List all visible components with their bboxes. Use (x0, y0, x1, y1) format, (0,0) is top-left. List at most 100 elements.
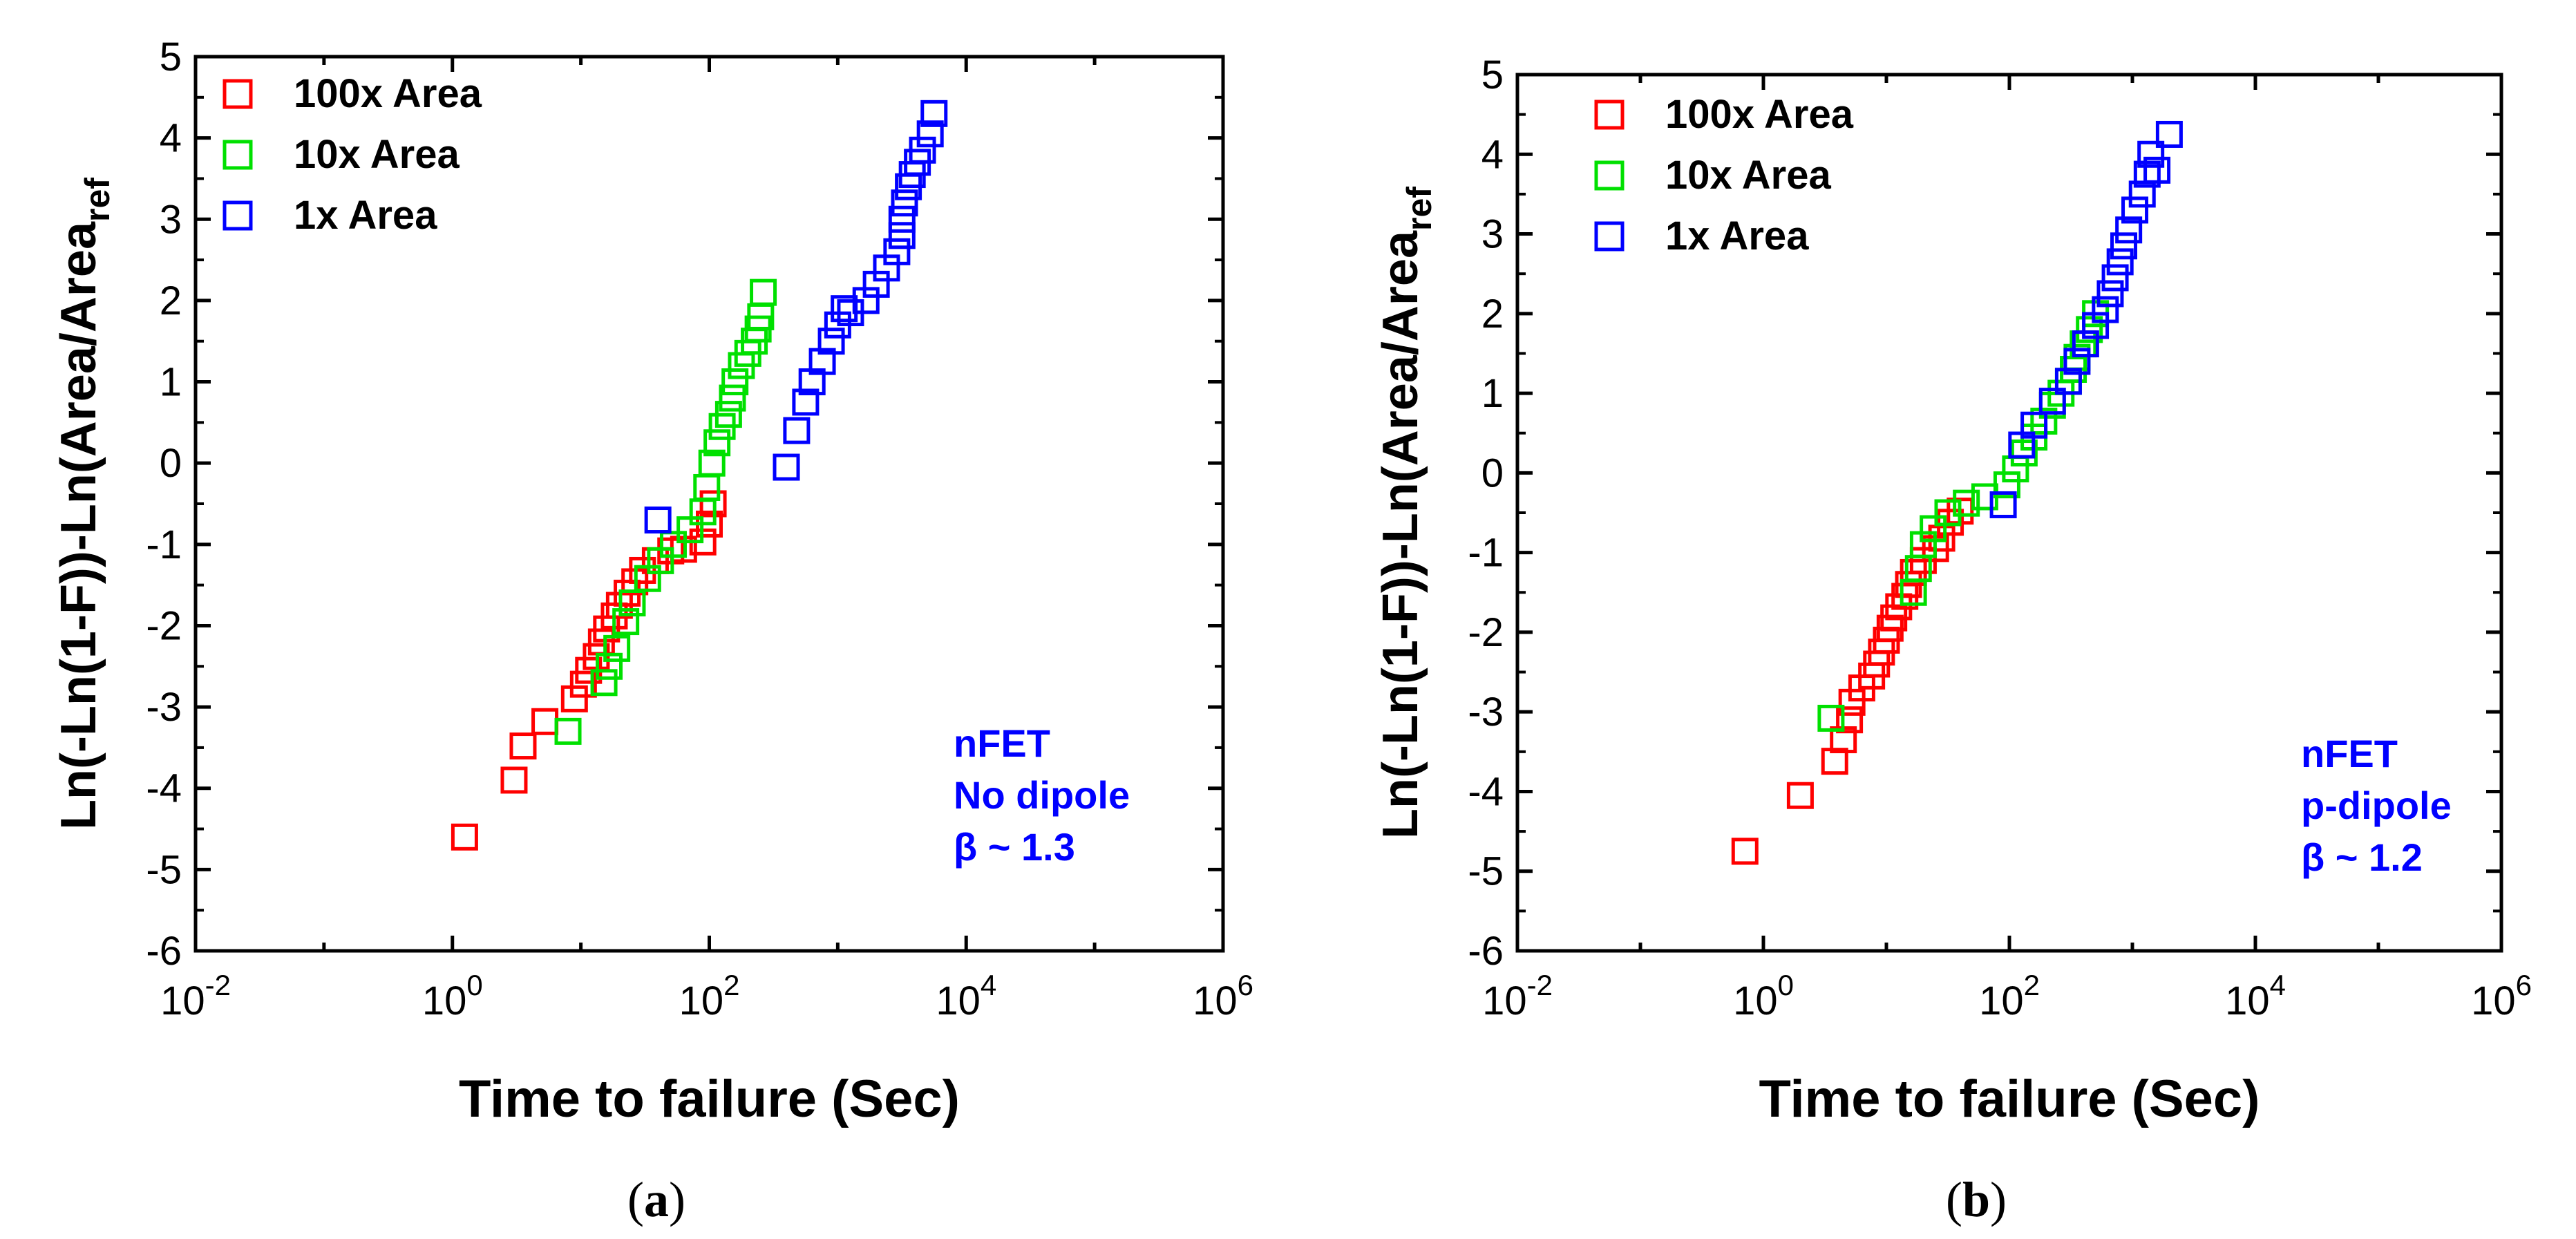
y-axis-title-subscript: ref (78, 178, 117, 222)
legend-marker (222, 140, 253, 170)
y-axis-title-subscript: ref (1400, 187, 1439, 231)
x-tick-base: 10 (1193, 978, 1238, 1023)
x-tick-label: 102 (1979, 969, 2040, 1023)
data-point (891, 189, 918, 217)
data-point (2137, 140, 2165, 168)
y-tick-label: 4 (160, 116, 182, 161)
data-point (714, 401, 742, 428)
x-tick-exponent: 0 (466, 969, 482, 1001)
x-tick-label: 10-2 (160, 969, 231, 1023)
legend-label: 100x Area (1665, 92, 1854, 137)
legend-marker (222, 79, 253, 109)
x-tick-base: 10 (422, 978, 467, 1023)
caption-open: ( (1946, 1172, 1962, 1227)
x-tick-base: 10 (1979, 978, 2024, 1023)
data-point (1838, 688, 1866, 716)
y-tick-label: -2 (1468, 610, 1504, 655)
y-tick-label: -3 (1468, 690, 1504, 735)
data-point (2106, 248, 2134, 276)
x-tick-base: 10 (1482, 978, 1527, 1023)
y-axis-title: Ln(-Ln(1-F))-Ln(Area/Arearef (1373, 187, 1439, 839)
data-point (2063, 348, 2091, 375)
y-axis-title: Ln(-Ln(1-F))-Ln(Area/Arearef (51, 178, 117, 830)
data-point (1731, 838, 1759, 865)
data-point (451, 823, 478, 851)
data-point (2020, 411, 2048, 439)
y-tick-label: 0 (1481, 451, 1504, 495)
legend-marker (1594, 221, 1625, 252)
x-tick-exponent: -2 (1527, 969, 1553, 1001)
data-point (1934, 499, 1962, 527)
data-point (1953, 489, 1980, 517)
legend-label: 10x Area (1665, 153, 1831, 198)
data-point (773, 453, 800, 481)
data-point (1817, 704, 1845, 732)
data-point (612, 608, 640, 636)
x-axis-title: Time to failure (Sec) (1759, 1070, 2260, 1128)
data-point (509, 732, 537, 760)
panel-caption: (b) (1946, 1172, 2007, 1227)
x-tick-label: 104 (2225, 969, 2286, 1023)
data-point (554, 717, 582, 745)
data-point (2096, 280, 2124, 308)
x-tick-base: 10 (679, 978, 724, 1023)
data-point (792, 388, 820, 416)
y-axis-title-main: Ln(-Ln(1-F))-Ln(Area/Area (1373, 230, 1428, 839)
x-tick-label: 100 (1733, 969, 1794, 1023)
data-point (2110, 232, 2138, 260)
data-point (2121, 196, 2149, 224)
data-point (2054, 368, 2082, 395)
y-tick-label: 5 (1481, 53, 1504, 97)
caption-letter: b (1962, 1172, 1990, 1227)
x-tick-exponent: 2 (723, 969, 739, 1001)
data-point (1821, 748, 1848, 775)
legend-label: 10x Area (294, 132, 460, 177)
x-axis-title: Time to failure (Sec) (459, 1070, 960, 1128)
y-tick-label: 3 (1481, 212, 1504, 257)
x-tick-label: 102 (679, 969, 740, 1023)
caption-open: ( (627, 1172, 644, 1227)
panel-caption: (a) (627, 1172, 685, 1227)
data-point (2038, 388, 2066, 415)
y-tick-label: 1 (160, 360, 182, 405)
data-point (2082, 312, 2110, 339)
y-tick-label: -4 (1468, 769, 1504, 814)
data-point (2155, 120, 2183, 148)
data-point (596, 652, 623, 680)
data-point (817, 328, 845, 355)
data-point (783, 417, 811, 444)
y-tick-label: 4 (1481, 132, 1504, 177)
data-point (703, 429, 731, 457)
data-point (2030, 407, 2058, 435)
x-tick-base: 10 (160, 978, 205, 1023)
data-point (698, 449, 726, 477)
y-tick-label: 1 (1481, 371, 1504, 416)
x-tick-label: 100 (422, 969, 483, 1023)
data-point (909, 136, 936, 164)
y-tick-label: -5 (1468, 849, 1504, 894)
x-tick-exponent: 0 (1778, 969, 1794, 1001)
legend-label: 1x Area (1665, 214, 1809, 258)
data-point (1928, 524, 1955, 552)
annotation-line: No dipole (954, 773, 1130, 817)
data-point (618, 589, 646, 617)
x-tick-label: 10-2 (1482, 969, 1553, 1023)
annotation-line: β ~ 1.2 (2301, 835, 2423, 879)
x-tick-exponent: 6 (1238, 969, 1253, 1001)
x-tick-base: 10 (1733, 978, 1778, 1023)
y-tick-label: -1 (146, 522, 182, 567)
y-tick-label: -3 (146, 685, 182, 730)
data-point (750, 278, 777, 306)
data-point (888, 222, 916, 249)
x-tick-exponent: 2 (2024, 969, 2040, 1001)
legend-marker (1594, 100, 1625, 130)
data-point (920, 100, 948, 127)
data-point (500, 766, 528, 794)
x-tick-label: 106 (2471, 969, 2532, 1023)
caption-close: ) (669, 1172, 685, 1227)
data-point (1989, 491, 2017, 518)
y-tick-label: 2 (1481, 292, 1504, 337)
series-1x-area (644, 100, 948, 534)
